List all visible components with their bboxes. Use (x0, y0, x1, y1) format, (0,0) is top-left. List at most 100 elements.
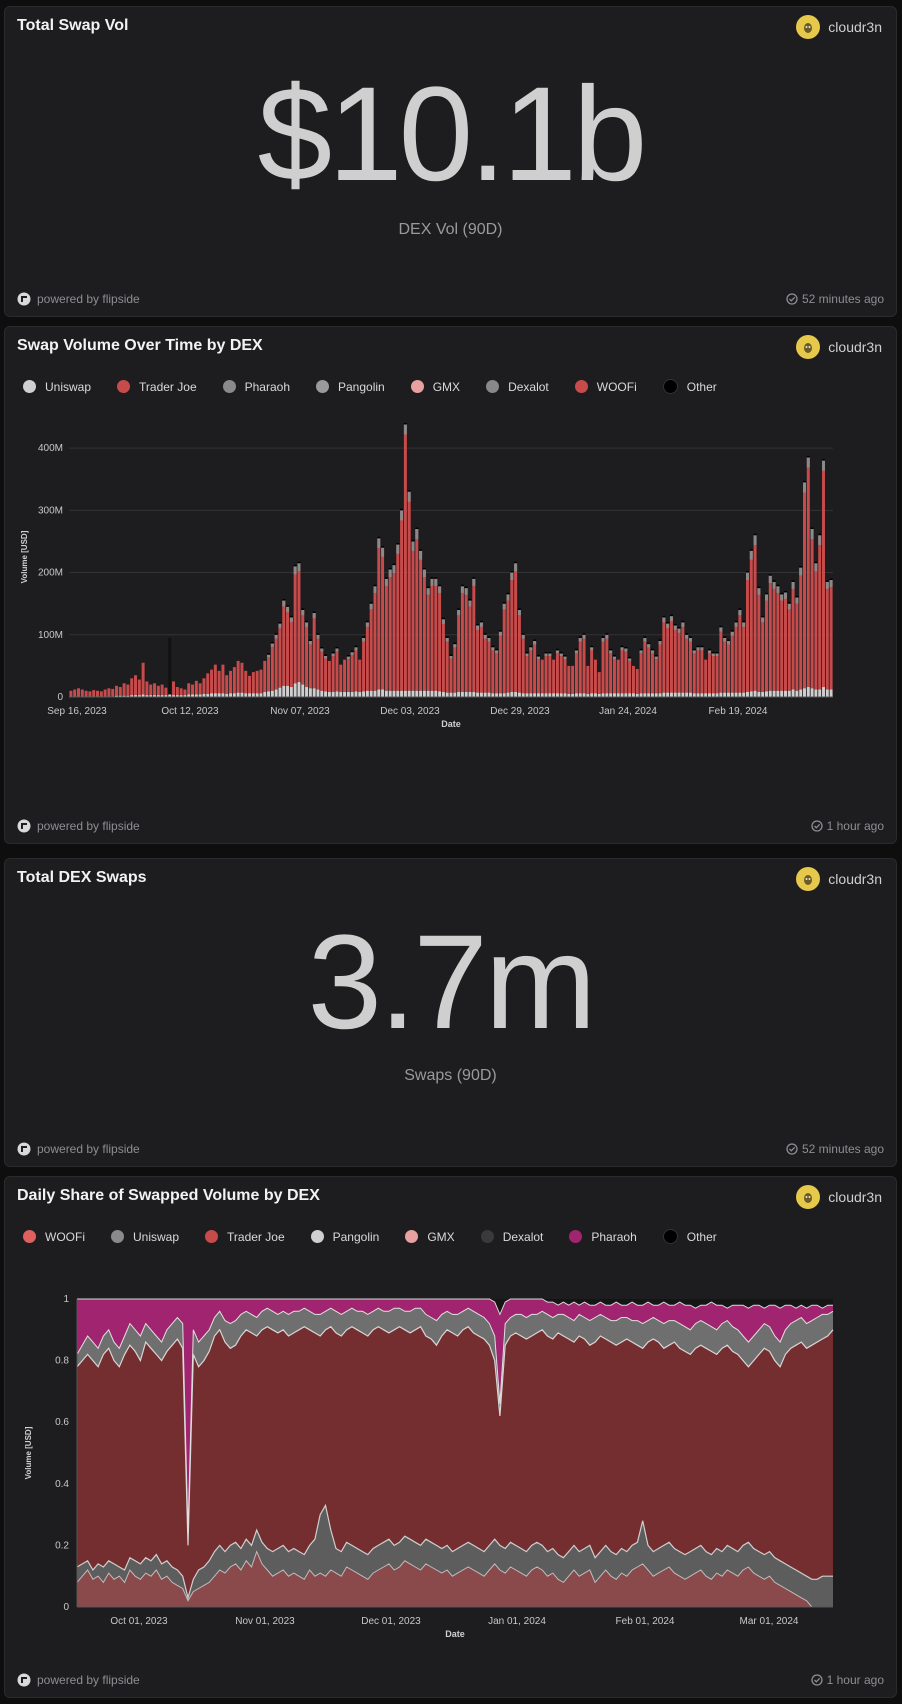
legend-item-woofi[interactable]: WOOFi (23, 1229, 85, 1244)
legend-item-uniswap[interactable]: Uniswap (23, 379, 91, 394)
powered-by-link[interactable]: powered by flipside (17, 1673, 140, 1687)
bar-uniswap (574, 693, 578, 697)
legend-item-pharaoh[interactable]: Pharaoh (569, 1229, 637, 1244)
bar-trader-joe (730, 631, 734, 693)
bar-other (346, 655, 350, 657)
bar-uniswap (468, 692, 472, 697)
bar-other (510, 571, 514, 573)
bar-other-dex (605, 634, 609, 639)
bar-uniswap (346, 692, 350, 697)
bar-trader-joe (784, 592, 787, 691)
legend-item-dexalot[interactable]: Dexalot (486, 379, 549, 394)
legend-label: Other (686, 1229, 717, 1244)
refresh-status[interactable]: 52 minutes ago (786, 292, 884, 306)
bar-uniswap (259, 693, 263, 697)
bar-other (388, 567, 392, 570)
bar-trader-joe (156, 685, 160, 696)
bar-uniswap (384, 690, 388, 697)
legend-item-pharaoh[interactable]: Pharaoh (222, 379, 290, 394)
avatar (796, 335, 821, 359)
bar-uniswap (213, 693, 217, 697)
bar-other-dex (677, 628, 681, 633)
bar-uniswap (552, 693, 556, 697)
bar-uniswap (274, 689, 278, 697)
y-axis-title: Volume [USD] (24, 1426, 33, 1479)
legend-label: GMX (427, 1229, 455, 1244)
refresh-status[interactable]: 1 hour ago (810, 1673, 884, 1687)
bar-trader-joe (305, 622, 309, 688)
bar-trader-joe (666, 623, 670, 693)
author-link[interactable]: cloudr3n (796, 15, 882, 39)
author-link[interactable]: cloudr3n (796, 867, 882, 891)
card-title: Swap Volume Over Time by DEX (17, 337, 263, 354)
bar-other (365, 620, 369, 623)
refresh-status[interactable]: 1 hour ago (810, 819, 884, 833)
bar-trader-joe (202, 678, 206, 694)
bar-other (354, 645, 358, 648)
legend-item-pangolin[interactable]: Pangolin (310, 1229, 379, 1244)
bar-trader-joe (115, 685, 118, 696)
legend-item-pangolin[interactable]: Pangolin (316, 379, 385, 394)
bar-trader-joe (673, 625, 677, 693)
bar-trader-joe (472, 578, 476, 693)
legend-item-gmx[interactable]: GMX (405, 1229, 455, 1244)
legend-item-dexalot[interactable]: Dexalot (480, 1229, 543, 1244)
bar-trader-joe (289, 617, 293, 688)
legend-item-gmx[interactable]: GMX (410, 379, 460, 394)
legend-item-other[interactable]: Other (662, 1229, 717, 1244)
bar-other-dex (529, 647, 533, 651)
bar-other (320, 646, 324, 649)
author-link[interactable]: cloudr3n (796, 1185, 882, 1209)
area-pharaoh (77, 1299, 833, 1534)
refresh-status[interactable]: 52 minutes ago (786, 1142, 884, 1156)
legend-item-woofi[interactable]: WOOFi (574, 379, 637, 394)
bar-uniswap (141, 694, 145, 697)
bar-trader-joe (726, 641, 730, 693)
bar-trader-joe (620, 647, 624, 694)
legend-item-other[interactable]: Other (662, 379, 717, 394)
bar-trader-joe (259, 669, 263, 694)
bar-other (780, 592, 784, 595)
legend-label: Other (686, 379, 717, 394)
author-link[interactable]: cloudr3n (796, 335, 882, 359)
bar-uniswap (498, 693, 502, 697)
bar-trader-joe (248, 675, 252, 694)
legend-item-uniswap[interactable]: Uniswap (111, 1229, 179, 1244)
bar-trader-joe (430, 578, 434, 691)
bar-other (772, 580, 776, 582)
legend-swatch (405, 1230, 419, 1243)
legend-item-trader-joe[interactable]: Trader Joe (205, 1229, 285, 1244)
bar-trader-joe (555, 650, 559, 694)
powered-by-link[interactable]: powered by flipside (17, 819, 140, 833)
bar-trader-joe (749, 550, 753, 692)
x-axis-title: Date (445, 1629, 465, 1639)
bar-uniswap (354, 691, 358, 697)
bar-trader-joe (99, 691, 103, 697)
bar-other-dex (388, 569, 392, 578)
bar-other (726, 639, 730, 641)
powered-by-link[interactable]: powered by flipside (17, 1142, 140, 1156)
bar-uniswap (198, 694, 202, 697)
bar-other (544, 651, 548, 654)
bar-other-dex (810, 529, 814, 539)
bar-uniswap (609, 693, 613, 697)
bar-other-dex (711, 653, 715, 657)
bar-trader-joe (795, 597, 799, 691)
bar-trader-joe (791, 581, 795, 690)
bar-uniswap (669, 692, 673, 697)
bar-trader-joe (491, 647, 495, 694)
bar-uniswap (593, 693, 597, 697)
bar-trader-joe (381, 547, 385, 690)
bar-trader-joe (510, 572, 514, 693)
bar-other (293, 564, 297, 567)
bar-uniswap (248, 693, 252, 697)
bar-uniswap (776, 690, 780, 697)
bar-other (578, 636, 582, 638)
area-other (77, 1299, 833, 1315)
card-title: Total DEX Swaps (17, 869, 147, 886)
powered-by-link[interactable]: powered by flipside (17, 292, 140, 306)
bar-uniswap (601, 693, 605, 697)
bar-trader-joe (362, 637, 366, 692)
legend-item-trader-joe[interactable]: Trader Joe (117, 379, 197, 394)
bar-other (829, 578, 833, 581)
